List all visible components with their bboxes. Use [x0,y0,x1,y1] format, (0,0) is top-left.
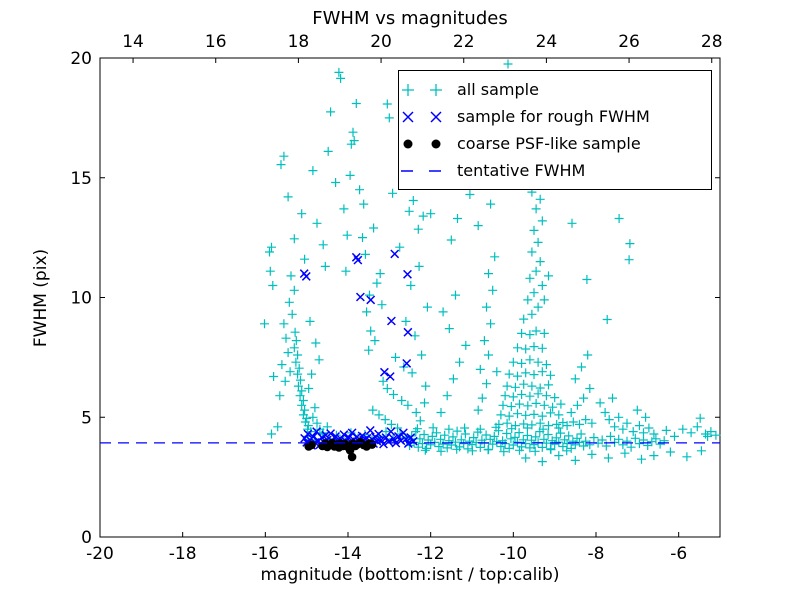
x-tick-label-top: 16 [205,32,227,52]
chart-title: FWHM vs magnitudes [312,8,508,29]
legend-item-all-sample: all sample [399,76,711,103]
x-tick-label-bottom: -20 [86,544,114,564]
x-tick-label-top: 20 [370,32,392,52]
x-tick-label-top: 14 [122,32,144,52]
data-point [347,452,357,462]
series-sample-for-rough-FWHM [299,249,418,450]
legend-item-tentative-fwhm: tentative FWHM [399,157,711,184]
data-point [307,440,316,450]
series-coarse-PSF-like-sample [304,438,377,462]
legend-label: tentative FWHM [457,161,586,180]
legend-item-psf-like: coarse PSF-like sample [399,130,711,157]
legend-label: sample for rough FWHM [457,107,650,126]
x-marker-icon [399,109,457,125]
x-tick-label-bottom: -12 [417,544,445,564]
y-axis-label: FWHM (pix) [31,248,51,348]
legend: all sample sample for rough FWHM coarse … [398,70,712,190]
y-tick-label: 0 [81,528,92,548]
x-tick-label-bottom: -14 [334,544,362,564]
dash-marker-icon [399,163,457,179]
y-tick-label: 15 [70,169,92,189]
x-tick-label-top: 26 [618,32,640,52]
dot-marker-icon [399,136,457,152]
x-tick-label-bottom: -16 [251,544,279,564]
legend-label: coarse PSF-like sample [457,134,641,153]
x-tick-label-top: 24 [536,32,558,52]
legend-label: all sample [457,80,539,99]
x-tick-label-top: 18 [288,32,310,52]
x-tick-label-bottom: -10 [499,544,527,564]
y-tick-label: 20 [70,49,92,69]
x-tick-label-bottom: -18 [169,544,197,564]
plus-marker-icon [399,82,457,98]
x-tick-label-top: 22 [453,32,475,52]
x-tick-label-bottom: -6 [670,544,687,564]
y-tick-label: 10 [70,289,92,309]
data-point [367,440,377,449]
x-tick-label-bottom: -8 [588,544,605,564]
x-axis-label: magnitude (bottom:isnt / top:calib) [260,565,560,585]
x-tick-label-top: 28 [701,32,723,52]
y-tick-label: 5 [81,408,92,428]
legend-item-rough-fwhm: sample for rough FWHM [399,103,711,130]
